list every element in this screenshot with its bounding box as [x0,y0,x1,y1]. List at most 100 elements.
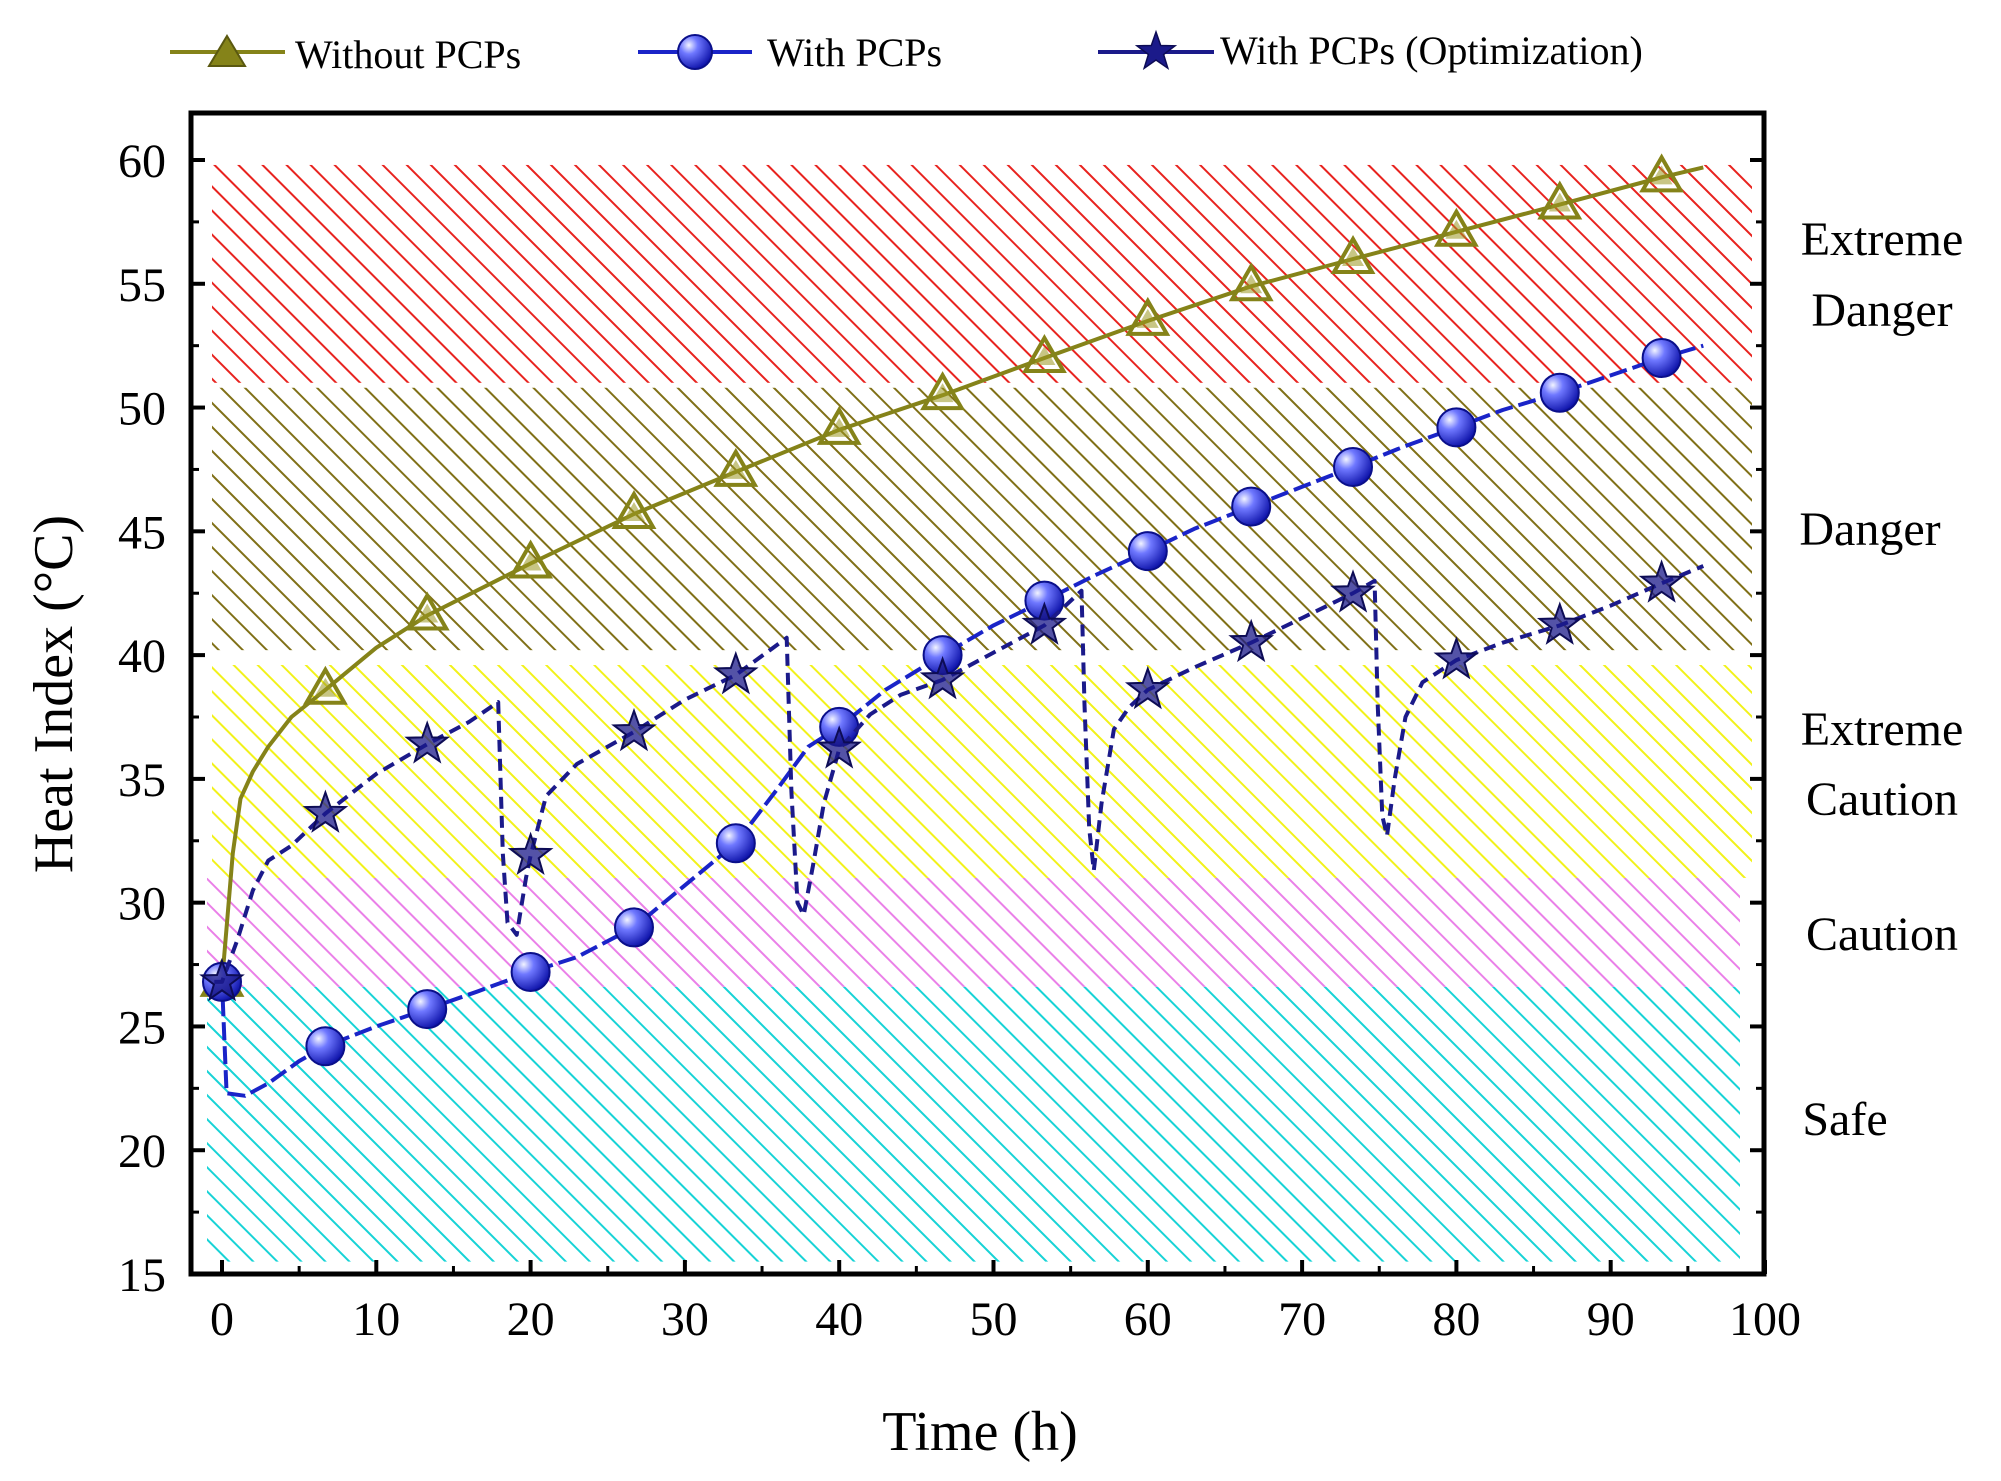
zone-safe [207,986,1740,1262]
triangle-marker [508,539,554,579]
star-marker [404,720,451,764]
triangle-marker-fill [1342,247,1365,267]
x-tick-label: 90 [1587,1293,1635,1346]
plot-frame [188,110,1767,1277]
star-marker [816,725,863,769]
triangle-marker [1228,262,1274,302]
circle-marker [1539,372,1580,413]
star-marker [1021,601,1068,645]
circle-marker [1333,446,1374,487]
star-marker [507,831,554,876]
star-marker [199,957,245,1002]
triangle-marker [1537,180,1583,220]
series-line [214,564,1705,984]
triangle-marker [611,489,657,530]
y-axis-title: Heat Index (°C) [23,515,85,873]
zone-label-extreme-danger: Extreme Danger [1801,213,1964,337]
y-tick-label: 35 [118,754,166,807]
y-tick-label: 55 [118,259,166,312]
star-marker [712,650,759,695]
x-tick-label: 50 [970,1293,1018,1346]
legend: Without PCPs With PCPs With PCPs (Optimi… [170,28,1643,77]
legend-label-with-pcps: With PCPs [767,30,942,75]
circle-marker [407,989,448,1030]
circle-marker [1436,407,1477,448]
x-tick-label: 40 [815,1293,863,1346]
y-tick-label: 25 [118,1001,166,1054]
triangle-marker-fill [519,551,542,571]
zone-caution [207,877,1740,987]
series-without-pcps [199,153,1704,997]
triangle-marker [1433,207,1479,247]
circle-marker [1641,338,1682,379]
star-marker [919,655,966,700]
triangle-marker [1639,153,1685,193]
legend-item-without-pcps[interactable]: Without PCPs [170,32,521,77]
triangle-marker-fill [1548,192,1571,212]
star-marker [611,707,657,752]
star-marker [1536,601,1583,645]
star-marker [1638,559,1685,603]
triangle-marker [1125,296,1171,336]
triangle-marker-fill [1445,219,1468,239]
series-with-pcps-optimization [199,559,1705,1002]
circle-marker [613,907,654,948]
data-series [199,153,1705,1098]
star-marker [1228,618,1275,663]
star-marker [302,789,349,833]
y-tick-label: 60 [118,135,166,188]
x-tick-label: 10 [352,1293,400,1346]
x-tick-label: 60 [1124,1293,1172,1346]
legend-label-without-pcps: Without PCPs [295,32,521,77]
zone-extreme-caution [212,665,1752,878]
y-tick-label: 15 [118,1249,166,1302]
triangle-marker [816,405,862,445]
risk-zones [207,164,1752,1262]
x-tick-label: 0 [210,1293,234,1346]
x-tick-label: 80 [1432,1293,1480,1346]
x-tick-label: 30 [661,1293,709,1346]
y-tick-label: 45 [118,506,166,559]
triangle-marker-fill [1033,346,1056,366]
triangle-marker [1330,235,1376,275]
legend-item-with-pcps-optimization[interactable]: With PCPs (Optimization) [1098,28,1643,73]
triangle-marker-fill [828,417,851,437]
triangle-marker-fill [622,502,645,522]
zone-labels: Extreme Danger Danger Extreme Caution Caut… [1799,213,1963,1146]
y-tick-label: 20 [118,1125,166,1178]
triangle-marker-fill [1240,274,1263,294]
x-tick-label: 20 [507,1293,555,1346]
star-marker [1124,665,1171,710]
zone-extreme-danger [212,164,1752,383]
circle-marker [1127,531,1168,572]
star-marker [1330,569,1376,613]
star-marker-icon [1134,29,1178,71]
zone-danger [212,387,1752,651]
triangle-marker-icon [207,34,247,67]
triangle-marker-fill [1650,165,1673,185]
legend-label-with-pcps-optimization: With PCPs (Optimization) [1220,28,1643,73]
triangle-marker-fill [1136,308,1159,328]
y-tick-label: 30 [118,878,166,931]
triangle-marker-fill [724,459,747,479]
triangle-marker [1021,334,1067,374]
triangle-marker [404,591,450,631]
circle-marker [510,951,551,992]
legend-item-with-pcps[interactable]: With PCPs [638,30,942,75]
triangle-marker-fill [931,383,954,403]
circle-marker [305,1026,346,1067]
zone-label-caution: Caution [1806,908,1958,961]
y-tick-label: 40 [118,630,166,683]
x-tick-label: 70 [1278,1293,1326,1346]
zone-label-danger: Danger [1799,503,1940,556]
circle-marker [1231,486,1272,527]
triangle-marker [713,447,759,487]
circle-marker-icon [677,34,713,70]
y-tick-label: 50 [118,383,166,436]
zone-label-safe: Safe [1802,1093,1887,1146]
axis-ticks: 0 10 20 30 40 50 60 70 80 90 100 15 20 25 30 35 40 45 50 55… [118,135,1801,1346]
zone-label-extreme-caution: Extreme Caution [1801,703,1964,826]
x-axis-title: Time (h) [882,1401,1078,1463]
star-marker [1433,636,1480,680]
